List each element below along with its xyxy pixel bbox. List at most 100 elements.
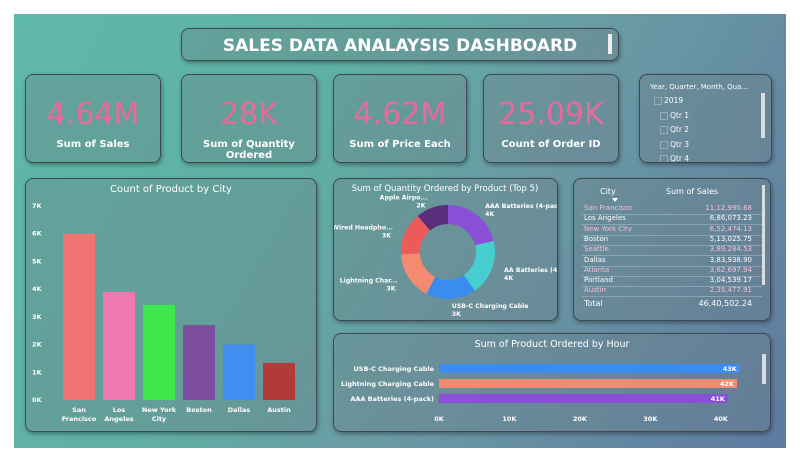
checkbox	[660, 126, 668, 134]
scroll-thumb	[762, 354, 766, 384]
slice-value-label: 4K	[485, 211, 494, 218]
cell: 11,12,990.68	[705, 204, 752, 212]
bar	[63, 233, 95, 400]
bar-chart: Count of Product by City 0K 1K 2K 3K 4K 5K 6K 7K…	[32, 184, 295, 423]
kpi-value: 4.62M	[353, 97, 447, 132]
scroll-thumb	[608, 34, 612, 54]
cell: 6,52,474.13	[709, 224, 752, 233]
bar	[183, 325, 215, 400]
cell: San Francisco	[584, 204, 633, 212]
table-row: Boston 5,13,025.75	[582, 235, 762, 246]
x-tick-label: New York City	[142, 406, 177, 423]
cell: 46,40,502.24	[698, 298, 752, 308]
slicer-item: Qtr 4	[670, 154, 690, 163]
kpi-value: 4.64M	[46, 97, 140, 132]
cell: New York City	[584, 224, 632, 233]
slicer-item: 2019	[664, 96, 684, 105]
chart-title: Sum of Product Ordered by Hour	[475, 339, 630, 350]
donut-slice	[448, 205, 494, 246]
kpi-label: Sum of Quantity Ordered	[203, 139, 295, 161]
table-row: Seattle 3,89,284.53	[582, 245, 762, 257]
donut-slice	[426, 275, 475, 299]
dashboard-title: SALES DATA ANALAYSIS DASHBOARD	[222, 36, 578, 56]
y-tick-label: 6K	[32, 230, 43, 238]
bar-panel: Count of Product by City 0K 1K 2K 3K 4K 5K 6K 7K…	[25, 178, 317, 432]
chart-title: Count of Product by City	[110, 184, 232, 195]
slice-label: Lightning Char...	[340, 277, 398, 284]
title-panel: SALES DATA ANALAYSIS DASHBOARD	[181, 28, 619, 61]
table-row: San Francisco 11,12,990.68	[582, 204, 762, 215]
hbar-panel: Sum of Product Ordered by Hour 0K 10K 20K 30…	[333, 333, 771, 432]
x-tick-label: 40K	[714, 415, 729, 423]
cell: 5,13,025.75	[709, 234, 752, 243]
checkbox	[660, 140, 668, 149]
x-tick-label: Boston	[186, 406, 212, 414]
value-label: 41K	[711, 395, 726, 403]
slice-label: AAA Batteries (4-pack)	[485, 203, 557, 210]
table-row: Los Angeles 6,86,073.23	[582, 214, 762, 226]
slice-value-label: 4K	[504, 275, 513, 282]
cell: 3,89,284.53	[709, 245, 752, 254]
slicer-title: Year, Quarter, Month, Qua...	[650, 83, 749, 91]
cell: Total	[584, 298, 603, 308]
y-tick-label: AAA Batteries (4-pack)	[350, 395, 434, 403]
x-tick-label: 10K	[502, 415, 517, 423]
bar	[439, 364, 740, 373]
y-tick-label: 3K	[32, 313, 43, 321]
x-tick-label: 30K	[643, 415, 658, 423]
hbar-chart: Sum of Product Ordered by Hour 0K 10K 20K 30…	[341, 339, 766, 423]
cell: Seattle	[584, 245, 609, 254]
cell: Atlanta	[584, 265, 610, 274]
slice-value-label: 2K	[416, 202, 425, 209]
cell: 3,04,539.17	[709, 276, 752, 285]
slice-value-label: 3K	[386, 285, 395, 292]
table-row: Portland 3,04,539.17	[582, 276, 762, 288]
kpi-card: 4.62M Sum of Price Each	[333, 74, 467, 163]
donut-slice	[401, 253, 436, 294]
cell: 3,62,697.94	[709, 265, 752, 274]
kpi-value: 25.09K	[498, 97, 604, 132]
cell: 6,86,073.23	[709, 214, 752, 223]
column-header: Sum of Sales	[666, 187, 719, 196]
checkbox	[654, 97, 662, 105]
bar	[439, 394, 728, 403]
bar	[103, 291, 135, 400]
table-panel: City Sum of Sales San Francisco 11,12,990.6…	[573, 178, 771, 321]
kpi-label: Sum of Sales	[56, 139, 130, 150]
checkbox	[660, 155, 668, 162]
donut-slice	[417, 205, 448, 231]
kpi-label: Sum of Price Each	[349, 139, 451, 150]
y-tick-label: 4K	[32, 285, 43, 293]
table-row: Austin 2,35,477.91	[582, 286, 762, 298]
kpi-label: Count of Order ID	[501, 139, 601, 150]
slice-label: USB-C Charging Cable	[452, 303, 529, 310]
value-label: 43K	[723, 365, 738, 373]
cell: Portland	[584, 276, 613, 285]
slice-label: AA Batteries (4-...	[504, 267, 557, 274]
table-row: New York City 6,52,474.13	[582, 225, 762, 236]
table-row: Atlanta 3,62,697.94	[582, 266, 762, 277]
background	[14, 14, 786, 448]
cell: Dallas	[584, 255, 606, 264]
slicer-item: Qtr 1	[670, 110, 690, 120]
scroll-thumb	[762, 185, 765, 285]
cell: 2,35,477.91	[709, 286, 752, 295]
cell: Austin	[584, 286, 606, 295]
x-tick-label: 20K	[573, 415, 588, 423]
slice-value-label: 3K	[452, 311, 461, 318]
sort-arrow	[612, 198, 618, 202]
donut-chart: Sum of Quantity Ordered by Product (Top …	[332, 184, 567, 318]
x-tick-label: Austin	[267, 406, 291, 414]
cell: Boston	[584, 234, 609, 243]
donut-panel: Sum of Quantity Ordered by Product (Top …	[332, 178, 567, 321]
y-tick-label: 0K	[32, 396, 43, 404]
kpi-card: 28K Sum of Quantity Ordered	[181, 74, 317, 163]
x-tick-label: 0K	[434, 415, 445, 423]
y-tick-label: 2K	[32, 341, 43, 349]
y-tick-label: USB-C Charging Cable	[353, 365, 434, 373]
y-tick-label: Lightning Charging Cable	[341, 380, 435, 388]
slicer: Year, Quarter, Month, Qua... 2019 Qtr 1 Qt…	[639, 74, 772, 163]
column-header: City	[600, 187, 616, 196]
bar	[263, 362, 295, 400]
